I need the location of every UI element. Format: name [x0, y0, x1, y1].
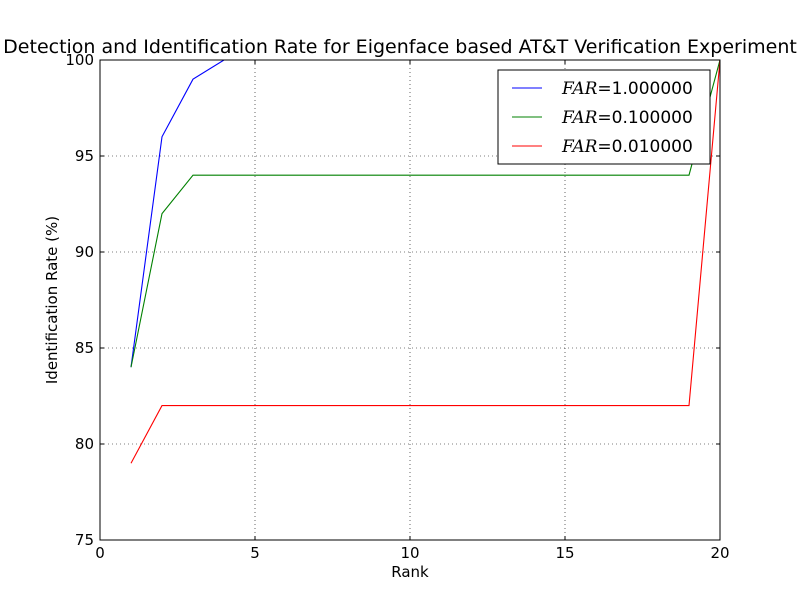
y-tick-label: 75 [75, 531, 94, 549]
legend-eq: = [597, 108, 611, 128]
legend-label-2: FAR=0.100000 [561, 108, 693, 128]
legend-val: 0.100000 [612, 108, 693, 128]
y-tick-label: 80 [75, 435, 94, 453]
legend-val: 1.000000 [612, 79, 693, 99]
legend-val: 0.010000 [612, 137, 693, 157]
x-tick-label: 0 [95, 544, 105, 562]
y-tick-label: 90 [75, 243, 94, 261]
x-tick-label: 20 [710, 544, 729, 562]
legend-eq: = [597, 137, 611, 157]
series-line-3 [130, 60, 720, 464]
legend-eq: = [597, 79, 611, 99]
legend-var: FAR [561, 79, 598, 99]
x-axis-label: Rank [391, 563, 429, 581]
series-layer [130, 60, 720, 464]
chart-title: Detection and Identification Rate for Ei… [3, 36, 797, 58]
y-tick-label: 95 [75, 147, 94, 165]
legend-var: FAR [561, 137, 598, 157]
x-tick-label: 15 [555, 544, 574, 562]
axis-ticks: 0 5 10 15 20 75 80 85 90 95 100 [65, 51, 729, 562]
legend-label-3: FAR=0.010000 [561, 137, 693, 157]
legend-var: FAR [561, 108, 598, 128]
y-tick-label: 100 [65, 51, 94, 69]
y-axis-label: Identification Rate (%) [43, 216, 61, 384]
y-tick-label: 85 [75, 339, 94, 357]
x-tick-label: 10 [400, 544, 419, 562]
series-line-2 [130, 60, 720, 368]
x-tick-label: 5 [250, 544, 260, 562]
legend-label-1: FAR=1.000000 [561, 79, 693, 99]
